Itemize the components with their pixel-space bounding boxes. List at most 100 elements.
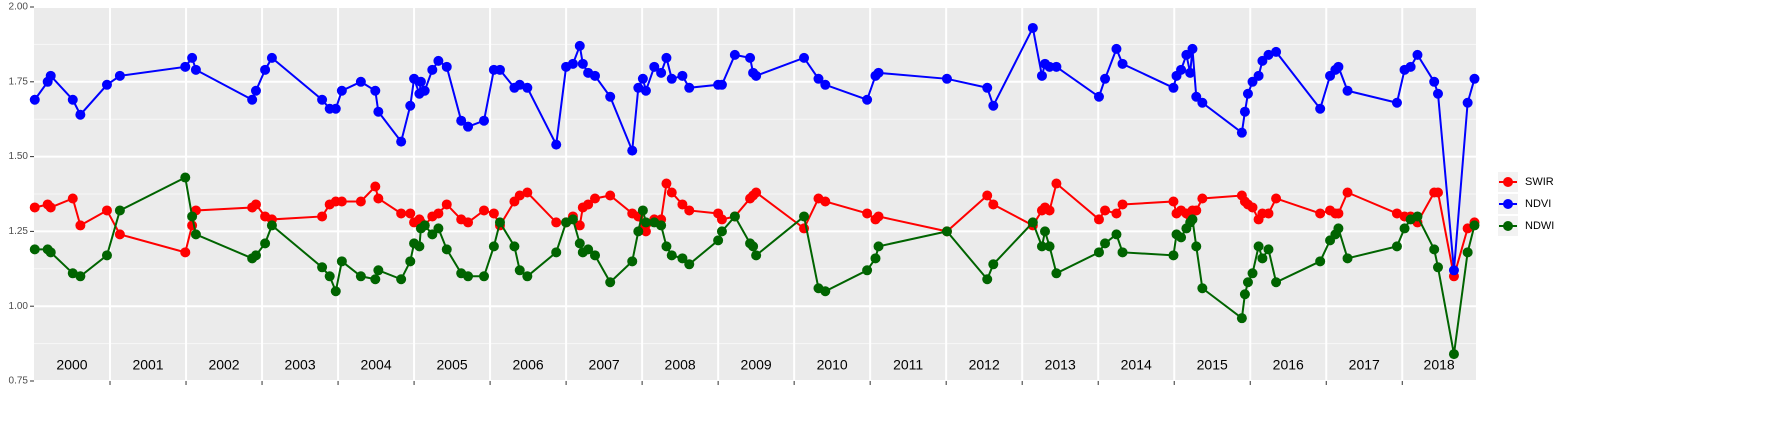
data-point bbox=[419, 220, 430, 231]
data-point bbox=[873, 241, 884, 252]
data-point bbox=[45, 70, 56, 81]
data-point bbox=[1315, 208, 1326, 219]
data-point bbox=[67, 193, 78, 204]
y-tick-label: 1.00 bbox=[9, 301, 29, 312]
data-point bbox=[1044, 241, 1055, 252]
data-point bbox=[355, 271, 366, 282]
data-point bbox=[1342, 187, 1353, 198]
data-point bbox=[479, 205, 490, 216]
data-point bbox=[101, 250, 112, 261]
data-point bbox=[1405, 61, 1416, 72]
data-point bbox=[1315, 103, 1326, 114]
data-point bbox=[666, 250, 677, 261]
data-point bbox=[941, 73, 952, 84]
data-point bbox=[330, 103, 341, 114]
data-point bbox=[479, 115, 490, 126]
data-point bbox=[1191, 241, 1202, 252]
data-point bbox=[1257, 253, 1268, 264]
data-point bbox=[1051, 178, 1062, 189]
data-point bbox=[1333, 61, 1344, 72]
data-point bbox=[1176, 232, 1187, 243]
data-point bbox=[433, 208, 444, 219]
data-point bbox=[405, 208, 416, 219]
data-point bbox=[45, 202, 56, 213]
year-label: 2009 bbox=[741, 357, 772, 373]
data-point bbox=[509, 241, 520, 252]
data-point bbox=[266, 52, 277, 63]
data-point bbox=[405, 256, 416, 267]
data-point bbox=[396, 274, 407, 285]
data-point bbox=[101, 79, 112, 90]
data-point bbox=[250, 85, 261, 96]
data-point bbox=[114, 70, 125, 81]
data-point bbox=[870, 253, 881, 264]
data-point bbox=[583, 244, 594, 255]
data-point bbox=[751, 187, 762, 198]
data-point bbox=[1469, 73, 1480, 84]
data-point bbox=[45, 247, 56, 258]
data-point bbox=[1429, 76, 1440, 87]
data-point bbox=[988, 259, 999, 270]
data-point bbox=[656, 220, 667, 231]
data-point bbox=[1342, 85, 1353, 96]
data-point bbox=[441, 244, 452, 255]
data-point bbox=[1117, 199, 1128, 210]
data-point bbox=[713, 235, 724, 246]
year-label: 2012 bbox=[969, 357, 1000, 373]
data-point bbox=[640, 226, 651, 237]
data-point bbox=[370, 274, 381, 285]
data-point bbox=[1100, 205, 1111, 216]
data-point bbox=[567, 214, 578, 225]
data-point bbox=[988, 199, 999, 210]
data-point bbox=[29, 94, 40, 105]
data-point bbox=[666, 73, 677, 84]
data-point bbox=[605, 190, 616, 201]
data-point bbox=[567, 58, 578, 69]
data-point bbox=[1051, 268, 1062, 279]
data-point bbox=[190, 229, 201, 240]
data-point bbox=[373, 193, 384, 204]
data-point bbox=[29, 202, 40, 213]
data-point bbox=[463, 271, 474, 282]
data-point bbox=[1462, 97, 1473, 108]
y-tick-label: 2.00 bbox=[9, 2, 29, 13]
data-point bbox=[1432, 187, 1443, 198]
data-point bbox=[514, 265, 525, 276]
data-point bbox=[627, 145, 638, 156]
data-point bbox=[677, 199, 688, 210]
data-point bbox=[729, 49, 740, 60]
data-point bbox=[605, 277, 616, 288]
data-point bbox=[1271, 46, 1282, 57]
data-point bbox=[114, 229, 125, 240]
data-point bbox=[633, 226, 644, 237]
year-label: 2010 bbox=[817, 357, 848, 373]
data-point bbox=[748, 241, 759, 252]
data-point bbox=[551, 139, 562, 150]
data-point bbox=[488, 208, 499, 219]
data-point bbox=[370, 85, 381, 96]
data-point bbox=[656, 67, 667, 78]
year-label: 2002 bbox=[208, 357, 239, 373]
data-point bbox=[373, 106, 384, 117]
data-point bbox=[873, 211, 884, 222]
data-point bbox=[1391, 208, 1402, 219]
data-point bbox=[799, 211, 810, 222]
data-point bbox=[1187, 214, 1198, 225]
data-point bbox=[1412, 49, 1423, 60]
legend-point bbox=[1503, 177, 1513, 187]
data-point bbox=[589, 193, 600, 204]
data-point bbox=[1271, 277, 1282, 288]
data-point bbox=[1271, 193, 1282, 204]
data-point bbox=[1236, 127, 1247, 138]
data-point bbox=[1429, 244, 1440, 255]
data-point bbox=[649, 61, 660, 72]
data-point bbox=[479, 271, 490, 282]
year-label: 2015 bbox=[1197, 357, 1228, 373]
data-point bbox=[1197, 97, 1208, 108]
data-point bbox=[1168, 196, 1179, 207]
data-point bbox=[862, 208, 873, 219]
data-point bbox=[522, 187, 533, 198]
data-point bbox=[820, 286, 831, 297]
data-point bbox=[1111, 229, 1122, 240]
data-point bbox=[441, 199, 452, 210]
